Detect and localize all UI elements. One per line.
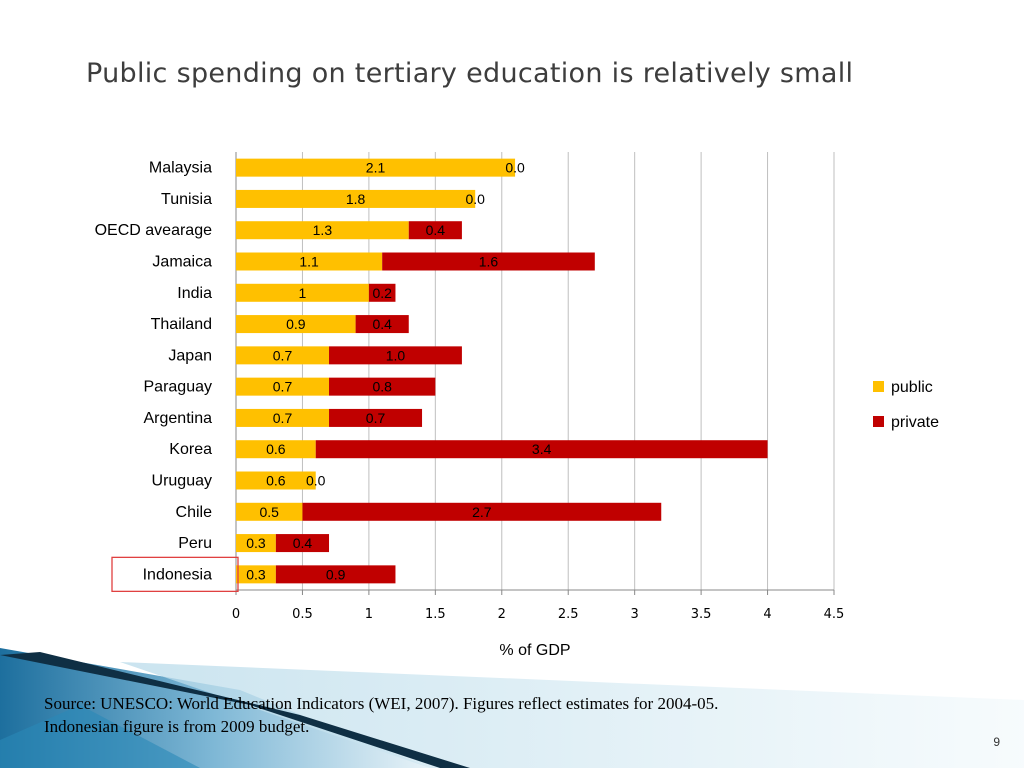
data-label-public: 1 — [299, 285, 307, 301]
stacked-bar-chart: 2.1 0.0 1.8 0.0 1.3 0.4 1.1 1.6 1 0.2 0.9 0.4 0.7 1.0… — [95, 152, 939, 659]
source-line-1: Source: UNESCO: World Education Indicato… — [44, 694, 719, 713]
bar-public — [236, 315, 356, 334]
category-labels: Malaysia Tunisia OECD avearage Jamaica India… — [95, 160, 212, 584]
bar-public — [236, 189, 476, 208]
tick-label: 4.5 — [824, 607, 845, 622]
bar-private — [275, 565, 396, 584]
data-label-public: 0.3 — [246, 535, 266, 551]
category-label: Indonesia — [143, 566, 212, 583]
data-label-public: 1.1 — [299, 254, 319, 270]
category-label: Argentina — [144, 410, 213, 427]
data-label-public: 2.1 — [366, 160, 386, 176]
category-label: Tunisia — [161, 191, 212, 208]
data-label-public: 1.3 — [313, 222, 333, 238]
data-label-private: 3.4 — [532, 441, 552, 457]
bar-private — [329, 377, 436, 396]
category-label: Chile — [176, 504, 213, 521]
data-label-private: 0.2 — [372, 285, 392, 301]
tick-label: 0 — [232, 607, 240, 622]
bar-public — [236, 377, 330, 396]
source-note: Source: UNESCO: World Education Indicato… — [44, 692, 924, 738]
bar-private — [368, 283, 396, 302]
bars — [236, 158, 768, 584]
category-label: Peru — [178, 535, 212, 552]
data-label-public: 0.7 — [273, 410, 293, 426]
bar-private — [355, 315, 409, 334]
data-label-public: 0.9 — [286, 316, 306, 332]
category-label: Paraguay — [144, 379, 213, 396]
data-label-public: 0.7 — [273, 347, 293, 363]
legend-label-public: public — [891, 379, 933, 396]
bar-public — [236, 346, 330, 365]
legend-label-private: private — [891, 414, 939, 431]
data-label-private: 0.7 — [366, 410, 386, 426]
data-label-private: 0.4 — [372, 316, 392, 332]
tick-label: 3 — [631, 607, 639, 622]
data-label-private: 0.0 — [306, 473, 326, 489]
tick-label: 2 — [498, 607, 506, 622]
bar-private — [315, 440, 768, 459]
tick-label: 1 — [365, 607, 373, 622]
data-label-private: 0.8 — [372, 379, 392, 395]
bar-private — [408, 221, 462, 240]
tick-label: 4 — [763, 607, 771, 622]
data-label-private: 0.4 — [426, 222, 446, 238]
data-label-private: 0.9 — [326, 566, 346, 582]
bar-public — [236, 502, 303, 521]
data-label-public: 0.7 — [273, 379, 293, 395]
category-label: Japan — [168, 347, 212, 364]
data-label-public: 0.3 — [246, 566, 266, 582]
bar-private — [329, 346, 462, 365]
data-label-private: 0.0 — [465, 191, 485, 207]
tick-label: 3.5 — [691, 607, 712, 622]
category-label: Korea — [169, 441, 212, 458]
data-label-private: 0.0 — [505, 160, 525, 176]
x-axis-ticks: 0 0.5 1 1.5 2 2.5 3 3.5 4 4.5 — [232, 607, 844, 622]
x-axis-title: % of GDP — [499, 642, 570, 659]
data-label-private: 1.6 — [479, 254, 499, 270]
data-label-public: 0.5 — [259, 504, 279, 520]
data-label-private: 1.0 — [386, 347, 406, 363]
bar-public — [236, 283, 369, 302]
bar-private — [382, 252, 595, 271]
legend-swatch-private — [873, 416, 884, 427]
data-label-public: 0.6 — [266, 473, 286, 489]
slide-title: Public spending on tertiary education is… — [86, 58, 854, 89]
data-label-private: 0.4 — [293, 535, 313, 551]
category-label: OECD avearage — [95, 222, 212, 239]
data-label-public: 1.8 — [346, 191, 366, 207]
tick-label: 0.5 — [292, 607, 313, 622]
category-label: Uruguay — [152, 473, 212, 490]
bar-public — [236, 534, 276, 553]
page-number: 9 — [993, 735, 1000, 749]
bar-public — [236, 252, 383, 271]
bar-public — [236, 221, 409, 240]
legend-swatch-public — [873, 381, 884, 392]
bar-private — [329, 408, 423, 427]
bar-private — [302, 502, 662, 521]
data-label-public: 0.6 — [266, 441, 286, 457]
bar-public — [236, 158, 516, 177]
category-label: Thailand — [151, 316, 212, 333]
tick-label: 1.5 — [425, 607, 446, 622]
bar-public — [236, 471, 316, 490]
tick-label: 2.5 — [558, 607, 579, 622]
data-label-private: 2.7 — [472, 504, 492, 520]
data-labels: 2.1 0.0 1.8 0.0 1.3 0.4 1.1 1.6 1 0.2 0.9 0.4 0.7 1.0… — [246, 160, 551, 583]
bar-public — [236, 408, 330, 427]
legend: public private — [873, 379, 939, 431]
indonesia-highlight-box — [111, 556, 239, 593]
category-label: Malaysia — [149, 160, 212, 177]
category-label: Jamaica — [152, 254, 212, 271]
bar-private — [275, 534, 330, 553]
bar-public — [236, 565, 276, 584]
source-line-2: Indonesian figure is from 2009 budget. — [44, 717, 310, 736]
category-label: India — [177, 285, 212, 302]
bar-public — [236, 440, 316, 459]
